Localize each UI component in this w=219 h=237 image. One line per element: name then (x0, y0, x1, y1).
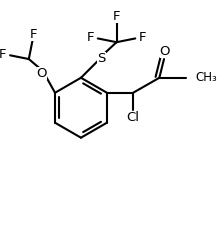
Text: O: O (160, 45, 170, 58)
Text: F: F (87, 31, 94, 44)
Text: S: S (97, 52, 106, 65)
Text: F: F (113, 10, 120, 23)
Text: O: O (37, 67, 47, 80)
Text: F: F (30, 28, 37, 41)
Text: F: F (139, 31, 147, 44)
Text: CH₃: CH₃ (195, 71, 217, 84)
Text: Cl: Cl (127, 111, 140, 124)
Text: F: F (0, 48, 6, 61)
